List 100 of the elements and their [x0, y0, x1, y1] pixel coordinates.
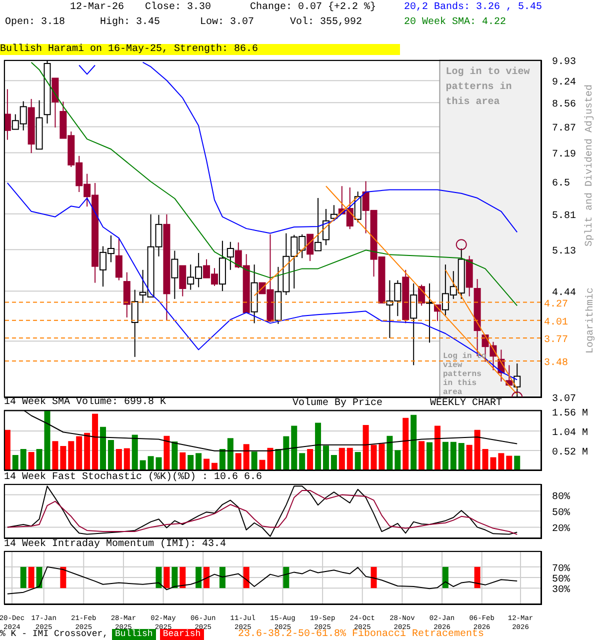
text: Bullish Harami on 16-May-25, Strength: 86.6: [0, 44, 400, 55]
bar: [172, 442, 178, 470]
bar: [84, 432, 90, 470]
bar: [402, 418, 409, 470]
line-series: [6, 566, 518, 594]
bar: [466, 444, 472, 470]
bar: [346, 448, 353, 470]
y-tick-label: 30%: [552, 585, 570, 596]
candlestick: [410, 282, 418, 366]
bar: [410, 414, 417, 470]
text: 20 Week SMA: 4.22: [404, 17, 506, 28]
bar: [450, 442, 456, 470]
text: High: 3.45: [100, 17, 160, 28]
candlestick: [306, 234, 314, 262]
y-tick-label: 1.56 M: [552, 408, 588, 420]
bar: [322, 446, 329, 470]
bar: [211, 462, 218, 470]
text: Logarithmic: [586, 286, 597, 354]
ref-line-label: 3.48: [544, 358, 568, 370]
bar: [338, 448, 345, 470]
bar: [100, 426, 106, 470]
ref-line-label: 4.01: [544, 317, 568, 328]
text: Volume By Price: [291, 398, 384, 409]
bar: [307, 449, 314, 470]
bar: [92, 414, 98, 470]
bar: [44, 410, 50, 470]
y-tick-label: 70%: [552, 564, 570, 575]
bar: [180, 452, 186, 470]
y-tick-label: 9.93: [552, 57, 576, 68]
ref-line-label: 4.27: [544, 299, 568, 310]
bar: [132, 434, 138, 470]
bar: [474, 430, 480, 470]
bar: [283, 436, 290, 470]
text: WEEKLY CHART: [430, 398, 502, 409]
bar: [204, 458, 210, 470]
bar: [196, 453, 202, 470]
bar: [36, 449, 42, 470]
y-tick-label: 5.81: [552, 210, 576, 222]
y-tick-label: 0.52 M: [552, 448, 588, 458]
y-tick-label: 6.5: [552, 178, 570, 190]
bar: [227, 438, 234, 470]
legend-title: % K - IMI Crossover,: [0, 629, 108, 640]
candlestick: [226, 241, 234, 270]
bar: [498, 453, 504, 470]
text: Bearish: [160, 629, 204, 640]
y-tick-label: 8.56: [552, 100, 576, 111]
y-tick-label: 20%: [552, 524, 570, 536]
bar: [418, 441, 425, 470]
bar: [12, 455, 18, 470]
candlestick: [131, 289, 138, 358]
bar: [219, 449, 226, 470]
candlestick: [52, 78, 59, 128]
bar: [251, 452, 258, 470]
text: Open: 3.18: [5, 17, 66, 28]
bar: [20, 449, 26, 470]
text: 12-Mar-26: [70, 2, 124, 13]
bar: [362, 425, 369, 470]
bar: [330, 455, 337, 470]
y-tick-label: 50%: [552, 574, 570, 586]
chart-title: 14 Week Intraday Momentum (IMI): 43.4: [4, 539, 226, 550]
bar: [434, 426, 440, 470]
y-tick-label: 80%: [552, 492, 570, 503]
y-tick-label: 9.24: [552, 78, 576, 89]
bar: [386, 436, 393, 470]
bar: [354, 452, 361, 470]
bar: [108, 440, 114, 470]
y-axis-title: Split and Dividend Adjusted: [584, 84, 596, 246]
bar: [458, 443, 464, 470]
y-tick-label: 7.87: [552, 124, 576, 135]
bar: [68, 441, 74, 470]
bar: [291, 426, 298, 470]
text: Bullish: [112, 629, 156, 640]
y-tick-label: 7.19: [552, 150, 576, 161]
ref-line-label: 3.77: [544, 335, 568, 346]
text: Close: 3.30: [145, 2, 212, 13]
y-tick-label: 3.07: [552, 394, 576, 405]
chart-title: 14 Week Fast Stochastic (%K)(%D) : 10.6 6.6: [4, 472, 262, 483]
candlestick: [171, 250, 178, 300]
bar: [76, 436, 82, 470]
text: Low: 3.07: [200, 17, 254, 28]
bar: [275, 449, 282, 470]
line-series: [22, 410, 518, 452]
text: Vol: 355,992: [290, 17, 362, 28]
bar: [426, 442, 433, 470]
bar: [315, 422, 322, 470]
candlestick: [179, 265, 186, 297]
y-tick-label: 50%: [552, 508, 570, 519]
bar: [60, 446, 66, 470]
bar: [52, 441, 58, 470]
bar: [394, 450, 401, 470]
bar: [124, 448, 130, 470]
band-label: Log in to view patterns in this area: [446, 66, 530, 108]
text: Change: 0.07 {+2.2 %}: [250, 2, 376, 13]
bar: [506, 456, 512, 470]
y-tick-label: 5.13: [552, 246, 576, 258]
bar: [299, 453, 306, 470]
y-tick-label: 4.44: [552, 288, 576, 300]
bar: [28, 452, 34, 470]
bar: [164, 436, 170, 470]
bar: [235, 453, 242, 470]
